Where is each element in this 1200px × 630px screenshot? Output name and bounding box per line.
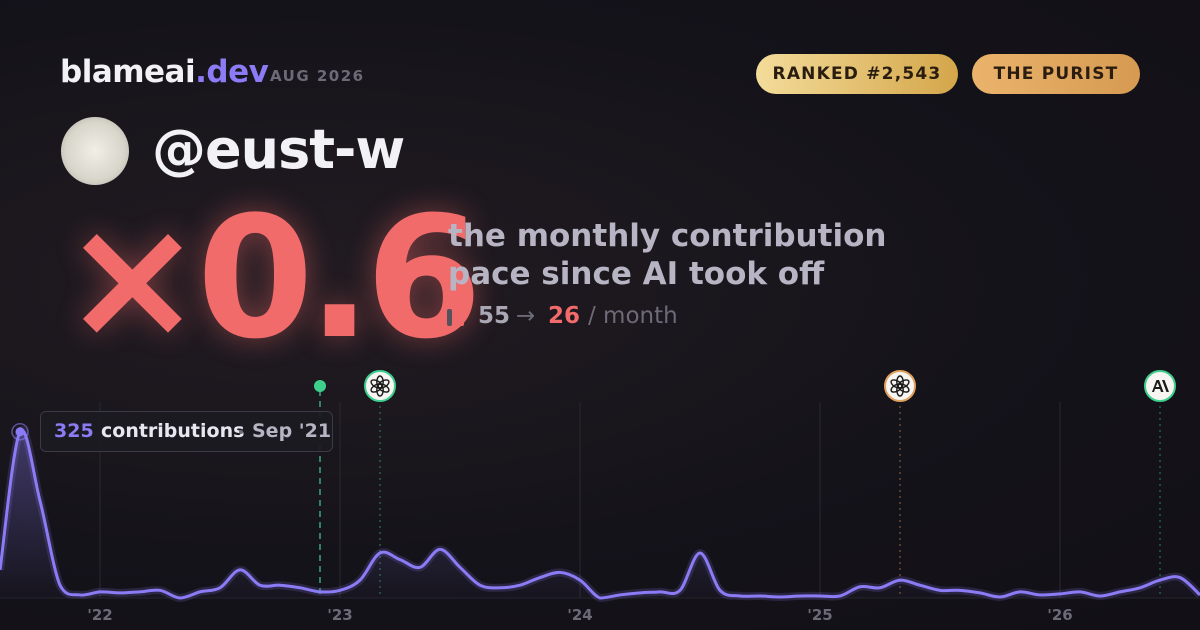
after-value: 26 [548,303,581,329]
x-tick-label: '23 [327,606,352,624]
logo-slash [1162,380,1169,392]
x-tick-label: '24 [567,606,592,624]
caption: the monthly contribution [448,218,887,254]
line-glow [0,426,1200,603]
logo-petal [890,379,903,389]
before-icon [447,309,452,326]
unit: / month [588,303,678,329]
event-icon [884,370,916,402]
brand: blameai.dev [60,54,269,90]
tooltip-value: 325 [54,420,94,442]
arrow: → [516,303,536,329]
after-icon [457,318,464,326]
x-tick-label: '22 [87,606,112,624]
openai-logo [890,375,910,397]
area [0,430,1200,598]
title-badge: THE PURIST [972,54,1140,94]
before-value: 55 [478,303,511,329]
date: AUG 2026 [270,67,365,85]
highlight-ring [11,423,29,441]
tooltip-label: contributions [101,420,245,442]
handle: @eust-w [152,118,405,181]
multiplier: ×0.6 [62,180,482,376]
logo-petal [370,379,383,389]
ai-start-dot [314,380,326,392]
line [0,428,1200,600]
rank-badge: RANKED #2,543 [756,54,958,94]
event-icon [364,370,396,402]
openai-logo [370,375,390,397]
anthropic-logo [1152,380,1169,392]
tooltip: 325 contributions Sep '21 [40,411,333,452]
x-tick-label: '25 [807,606,832,624]
caption: pace since AI took off [448,256,825,292]
highlight-point [15,427,25,437]
avatar [61,117,129,185]
tooltip-date: Sep '21 [252,420,332,442]
x-tick-label: '26 [1047,606,1072,624]
brand-name: blameai [60,54,196,90]
brand-tld: .dev [195,54,269,90]
logo-a [1152,380,1164,392]
separator [239,430,243,434]
